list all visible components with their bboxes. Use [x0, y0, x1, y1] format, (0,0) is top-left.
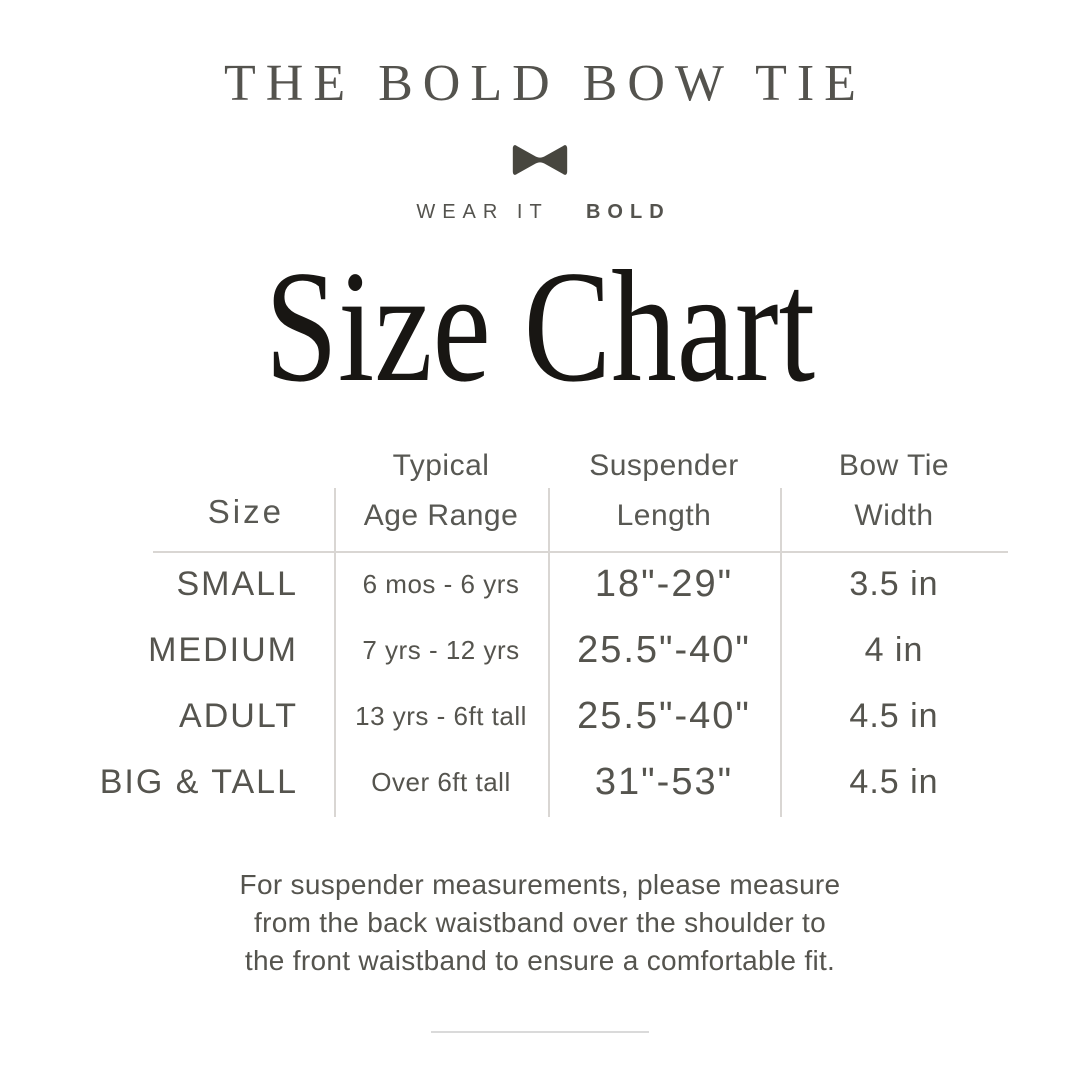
col-header-suspender-length: Suspender Length — [589, 449, 739, 532]
cell-age-range: 7 yrs - 12 yrs — [362, 634, 520, 665]
cell-bow-tie-width: 4.5 in — [849, 762, 939, 801]
cell-bow-tie-width: 3.5 in — [849, 564, 939, 603]
cell-suspender-length: 25.5"-40" — [577, 694, 751, 737]
cell-bow-tie-width: 4 in — [864, 630, 924, 669]
cell-bow-tie-width: 4.5 in — [849, 696, 939, 735]
cell-size: ADULT — [179, 696, 298, 735]
tagline-regular: WEAR IT — [416, 201, 549, 223]
tagline-bold: BOLD — [585, 201, 671, 223]
cell-suspender-length: 31"-53" — [594, 760, 734, 803]
cell-age-range: 13 yrs - 6ft tall — [355, 700, 527, 731]
column-divider-1 — [334, 488, 336, 817]
cell-age-range: Over 6ft tall — [371, 766, 511, 797]
page-title: Size Chart — [264, 237, 816, 415]
cell-age-range: 6 mos - 6 yrs — [362, 568, 520, 599]
column-divider-2 — [548, 488, 550, 817]
cell-suspender-length: 25.5"-40" — [577, 628, 751, 671]
column-divider-3 — [780, 488, 782, 817]
cell-size: BIG & TALL — [99, 762, 298, 801]
col-header-size: Size — [207, 493, 284, 530]
cell-suspender-length: 18"-29" — [594, 562, 734, 605]
brand-name: THE BOLD BOW TIE — [224, 55, 866, 112]
size-table: Size Typical Age Range Suspender Length … — [60, 438, 1008, 815]
col-header-age-range: Typical Age Range — [363, 449, 519, 532]
cell-size: MEDIUM — [148, 630, 298, 669]
cell-size: SMALL — [176, 564, 298, 603]
table-header-rule — [153, 551, 1008, 553]
footer-note-line: For suspender measurements, please measu… — [239, 869, 841, 900]
bottom-divider — [431, 1031, 649, 1033]
brand-tagline: WEAR IT BOLD — [0, 201, 1080, 224]
col-header-bow-tie-width: Bow Tie Width — [838, 449, 950, 532]
footer-note-line: the front waistband to ensure a comforta… — [244, 945, 836, 976]
footer-note-line: from the back waistband over the shoulde… — [254, 907, 826, 938]
footer-note: For suspender measurements, please measu… — [0, 866, 1080, 980]
bowtie-icon — [511, 139, 569, 181]
